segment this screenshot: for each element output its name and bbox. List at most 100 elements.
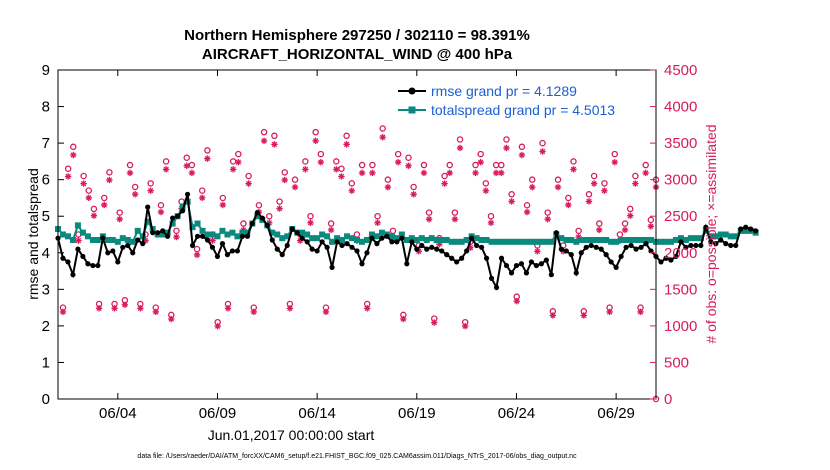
data-point <box>563 248 569 254</box>
data-point <box>374 241 380 247</box>
data-point <box>677 235 684 242</box>
obs-assimilated-stroke <box>405 163 412 169</box>
obs-assimilated-stroke <box>70 152 76 158</box>
obs-assimilated-stroke <box>555 184 561 190</box>
data-point <box>194 220 201 227</box>
obs-assimilated-marker <box>193 251 201 259</box>
data-point <box>603 236 610 243</box>
obs-assimilated-stroke <box>80 180 87 187</box>
data-point <box>65 259 71 265</box>
obs-possible-marker <box>271 132 278 140</box>
plot-frame <box>57 69 657 400</box>
data-point <box>329 238 336 245</box>
obs-assimilated-marker <box>637 308 644 316</box>
obs-assimilated-stroke <box>184 163 190 169</box>
data-point <box>488 275 495 281</box>
data-point <box>493 284 500 291</box>
obs-assimilated-stroke <box>385 184 391 190</box>
legend: rmse grand pr = 4.1289 totalspread grand… <box>392 80 640 120</box>
data-point <box>613 238 620 245</box>
obs-assimilated-marker <box>276 205 283 212</box>
data-point <box>344 241 350 247</box>
obs-assimilated-stroke <box>307 220 314 226</box>
data-point <box>319 239 325 245</box>
data-point <box>209 244 216 250</box>
obs-assimilated-stroke <box>642 170 649 176</box>
data-point <box>687 235 694 242</box>
obs-possible-marker <box>126 161 134 169</box>
obs-assimilated-marker <box>333 166 340 173</box>
obs-assimilated-stroke <box>111 305 118 312</box>
data-point <box>204 237 211 243</box>
data-point <box>738 226 744 232</box>
obs-assimilated-stroke <box>606 309 613 315</box>
obs-assimilated-marker <box>565 201 572 209</box>
data-point <box>748 226 754 232</box>
obs-assimilated-marker <box>632 180 639 187</box>
obs-assimilated-stroke <box>472 170 479 176</box>
obs-assimilated-marker <box>80 180 87 187</box>
data-point <box>508 270 515 276</box>
obs-assimilated-marker <box>307 219 314 226</box>
obs-possible-marker <box>80 172 87 180</box>
data-point <box>428 235 435 242</box>
obs-assimilated-stroke <box>276 205 283 212</box>
data-point <box>259 215 265 221</box>
data-point <box>69 236 76 243</box>
obs-assimilated-stroke <box>117 216 123 222</box>
data-point <box>189 224 196 231</box>
obs-assimilated-marker <box>590 180 598 187</box>
data-point <box>399 235 405 241</box>
data-point <box>204 231 211 238</box>
obs-count-layer <box>59 125 660 403</box>
data-point <box>219 227 226 234</box>
obs-assimilated-stroke <box>137 305 144 312</box>
data-point <box>538 238 545 245</box>
data-point <box>324 244 330 250</box>
obs-assimilated-marker <box>204 155 211 162</box>
data-point <box>249 220 255 227</box>
obs-possible-marker <box>523 202 531 209</box>
obs-assimilated-marker <box>95 305 103 312</box>
data-point <box>697 235 704 242</box>
data-point <box>144 218 151 225</box>
data-point <box>623 244 629 250</box>
legend-rmse-marker <box>408 87 416 95</box>
obs-assimilated-stroke <box>230 166 236 173</box>
data-point <box>667 238 674 245</box>
obs-possible-marker <box>544 209 551 216</box>
data-point <box>558 246 564 252</box>
y-tick-label: 1 <box>42 354 50 371</box>
obs-assimilated-stroke <box>529 184 535 190</box>
data-point <box>473 235 480 242</box>
obs-possible-marker <box>255 202 263 209</box>
data-point <box>254 209 260 216</box>
data-point <box>573 238 580 245</box>
data-point <box>732 233 739 240</box>
data-point <box>304 231 311 238</box>
data-point <box>408 235 415 242</box>
data-point <box>478 244 485 250</box>
data-point <box>618 236 625 243</box>
obs-assimilated-stroke <box>447 170 453 176</box>
obs-assimilated-marker <box>245 180 252 187</box>
data-point <box>548 272 554 278</box>
obs-assimilated-marker <box>627 212 634 219</box>
data-point <box>583 244 589 250</box>
obs-assimilated-stroke <box>220 202 226 208</box>
obs-assimilated-stroke <box>333 166 339 173</box>
obs-assimilated-stroke <box>312 138 319 144</box>
obs-assimilated-marker <box>570 166 577 173</box>
obs-possible-marker <box>570 158 577 165</box>
data-point <box>742 227 749 234</box>
obs-assimilated-marker <box>554 183 562 191</box>
data-point <box>648 236 655 243</box>
obs-assimilated-stroke <box>163 166 169 173</box>
obs-assimilated-marker <box>400 315 407 323</box>
legend-box <box>392 80 640 120</box>
obs-possible-marker <box>317 150 325 158</box>
data-point <box>388 233 395 240</box>
obs-assimilated-stroke <box>199 195 205 201</box>
data-point <box>145 204 151 210</box>
